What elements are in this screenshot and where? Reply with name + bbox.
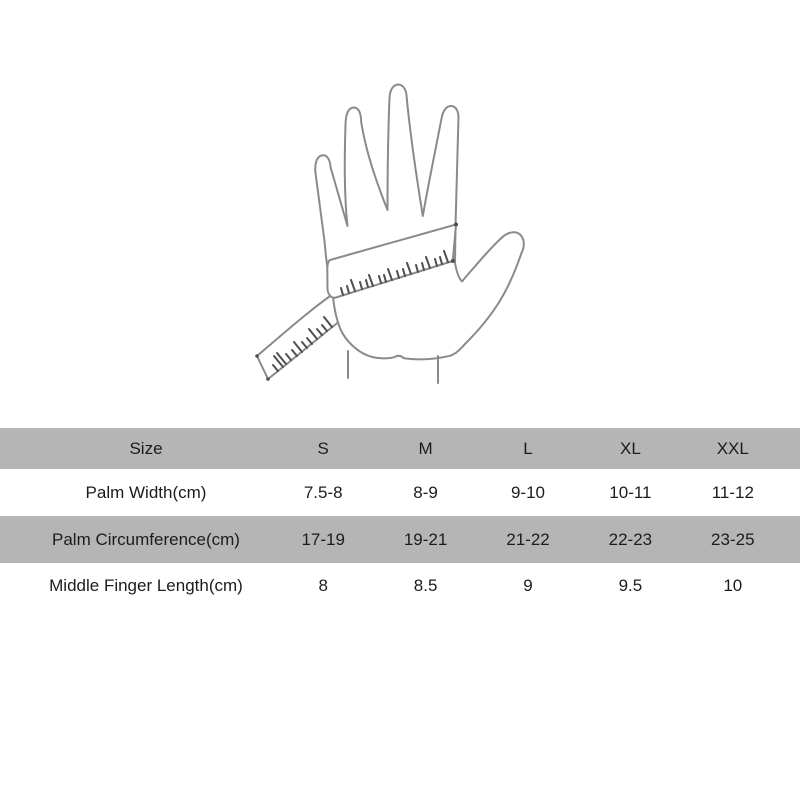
- header-size-l: L: [523, 439, 533, 458]
- value-middle-finger-xxl: 10: [723, 576, 743, 595]
- row-middle-finger-length: Middle Finger Length(cm) 8 8.5 9 9.5 10: [0, 563, 800, 608]
- value-palm-circumference-m: 19-21: [403, 530, 448, 549]
- palm-tape-ticks: [340, 250, 449, 296]
- value-middle-finger-s: 8: [318, 576, 328, 595]
- header-size-xxl: XXL: [716, 439, 749, 458]
- tape-corner-dots: [255, 222, 458, 381]
- palm-tape-band: [326, 223, 457, 299]
- size-chart-table: Size S M L XL XXL Palm Width(cm) 7.5-8 8…: [0, 428, 800, 608]
- row-label: Palm Circumference(cm): [52, 530, 240, 549]
- value-middle-finger-xl: 9.5: [618, 576, 643, 595]
- row-label: Palm Width(cm): [85, 483, 207, 502]
- value-middle-finger-l: 9: [523, 576, 533, 595]
- row-label: Middle Finger Length(cm): [49, 576, 243, 595]
- wrist-tape-ticks: [272, 316, 333, 372]
- value-palm-circumference-s: 17-19: [301, 530, 345, 549]
- header-size-m: M: [418, 439, 433, 458]
- table-header-row: Size S M L XL XXL: [0, 428, 800, 469]
- row-palm-circumference: Palm Circumference(cm) 17-19 19-21 21-22…: [0, 516, 800, 563]
- value-palm-width-l: 9-10: [510, 483, 545, 502]
- value-palm-circumference-xl: 22-23: [608, 530, 653, 549]
- value-palm-width-s: 7.5-8: [303, 483, 343, 502]
- row-palm-width: Palm Width(cm) 7.5-8 8-9 9-10 10-11 11-1…: [0, 469, 800, 516]
- value-palm-width-m: 8-9: [413, 483, 438, 502]
- wrist-lines: [347, 350, 439, 384]
- value-palm-circumference-l: 21-22: [506, 530, 550, 549]
- header-size-xl: XL: [619, 439, 641, 458]
- hand-measurement-illustration: [255, 83, 525, 384]
- value-palm-width-xl: 10-11: [609, 483, 652, 502]
- hand-outline: [314, 83, 525, 361]
- value-palm-width-xxl: 11-12: [711, 483, 754, 502]
- wrist-tape-ruler: [256, 293, 342, 380]
- value-middle-finger-m: 8.5: [413, 576, 438, 595]
- value-palm-circumference-xxl: 23-25: [711, 530, 755, 549]
- header-size-label: Size: [129, 439, 163, 458]
- header-size-s: S: [317, 439, 329, 458]
